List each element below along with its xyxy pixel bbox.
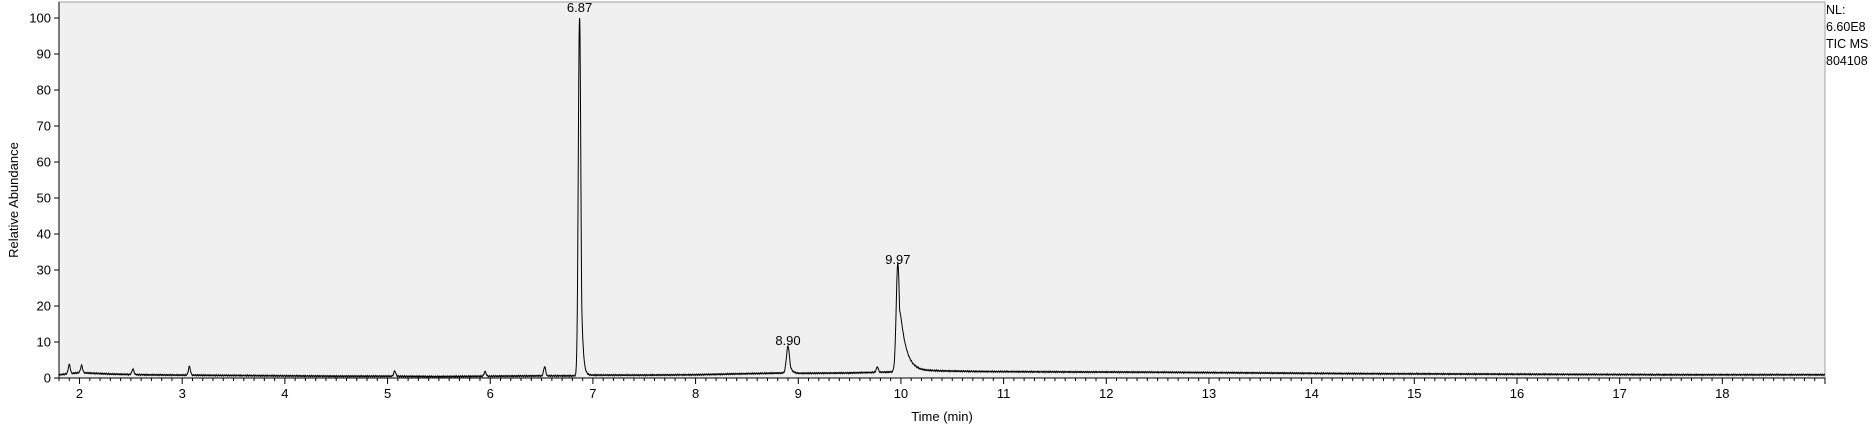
y-tick-label: 20 bbox=[37, 299, 51, 314]
trace-info: NL: 6.60E8 TIC MS 804108 bbox=[1826, 2, 1875, 70]
y-tick-label: 50 bbox=[37, 191, 51, 206]
sample-id: 804108 bbox=[1826, 54, 1868, 68]
x-axis-title: Time (min) bbox=[911, 409, 973, 424]
nl-value: 6.60E8 bbox=[1826, 20, 1866, 34]
peak-label: 9.97 bbox=[885, 252, 910, 267]
x-tick-label: 17 bbox=[1612, 386, 1626, 401]
x-tick-label: 3 bbox=[179, 386, 186, 401]
y-axis-title: Relative Abundance bbox=[6, 142, 21, 258]
y-tick-label: 70 bbox=[37, 119, 51, 134]
trace-type: TIC MS bbox=[1826, 37, 1869, 51]
y-tick-label: 60 bbox=[37, 155, 51, 170]
x-tick-label: 13 bbox=[1202, 386, 1216, 401]
y-axis: 0 10 20 30 40 50 60 70 80 90 100 bbox=[29, 2, 60, 386]
y-tick-label: 10 bbox=[37, 335, 51, 350]
peak-label: 8.90 bbox=[775, 333, 800, 348]
y-tick-label: 90 bbox=[37, 47, 51, 62]
x-axis: 2 3 4 5 6 7 8 9 10 11 12 13 14 15 16 17 18 bbox=[58, 377, 1826, 401]
x-tick-label: 12 bbox=[1099, 386, 1113, 401]
y-tick-label: 80 bbox=[37, 83, 51, 98]
x-tick-label: 11 bbox=[997, 386, 1011, 401]
tic-trace bbox=[58, 17, 1826, 379]
x-tick-label: 5 bbox=[384, 386, 391, 401]
x-tick-label: 16 bbox=[1510, 386, 1524, 401]
nl-label: NL: bbox=[1826, 3, 1846, 17]
x-tick-label: 8 bbox=[692, 386, 699, 401]
x-tick-label: 18 bbox=[1715, 386, 1729, 401]
x-tick-label: 14 bbox=[1304, 386, 1318, 401]
y-tick-label: 40 bbox=[37, 227, 51, 242]
peak-label: 6.87 bbox=[567, 0, 592, 15]
plot-area bbox=[58, 1, 1826, 379]
x-tick-label: 15 bbox=[1407, 386, 1421, 401]
y-tick-label: 100 bbox=[29, 11, 51, 26]
y-tick-label: 0 bbox=[44, 371, 51, 386]
peak-labels: 6.87 8.90 9.97 bbox=[567, 0, 911, 348]
x-tick-label: 9 bbox=[795, 386, 802, 401]
y-tick-label: 30 bbox=[37, 263, 51, 278]
x-tick-label: 6 bbox=[487, 386, 494, 401]
x-tick-label: 4 bbox=[281, 386, 288, 401]
x-tick-label: 10 bbox=[894, 386, 908, 401]
x-tick-label: 2 bbox=[76, 386, 83, 401]
x-tick-label: 7 bbox=[589, 386, 596, 401]
